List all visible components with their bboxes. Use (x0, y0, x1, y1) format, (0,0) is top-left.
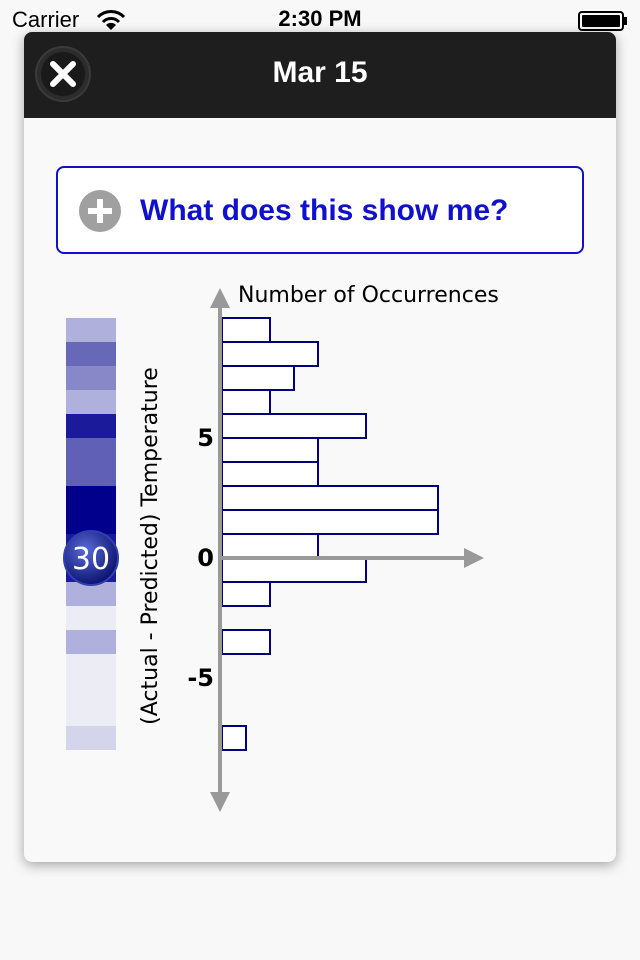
carrier-label: Carrier (12, 7, 80, 32)
color-strip-cell-5 (66, 438, 116, 462)
x-axis-label: Number of Occurrences (238, 283, 499, 308)
marker-circle[interactable] (63, 530, 119, 586)
color-strip-cell-7 (66, 486, 116, 510)
temperature-error-histogram: 5 0 -5 Number of Occurrences (Actual - Pre… (63, 283, 499, 812)
color-strip-cell-1 (66, 342, 116, 366)
histogram-bars (221, 317, 439, 751)
modal-header: Mar 15 (24, 32, 616, 118)
marker-label: 30 (72, 542, 110, 577)
y-tick-label-1: 0 (197, 544, 214, 572)
histogram-bar-8 (221, 509, 439, 535)
color-strip-cell-15 (66, 678, 116, 702)
battery-icon (578, 11, 627, 31)
histogram-bar-13 (221, 629, 271, 655)
color-strip-cell-12 (66, 606, 116, 630)
what-does-this-show-button[interactable]: What does this show me? (56, 166, 584, 254)
histogram-bar-4 (221, 413, 367, 439)
histogram-bar-6 (221, 461, 319, 487)
wifi-icon (96, 10, 126, 30)
histogram-bar-11 (221, 581, 271, 607)
x-axis-arrow (464, 548, 484, 568)
color-strip-cell-14 (66, 654, 116, 678)
histogram-bar-0 (221, 317, 271, 343)
plus-circle-icon (79, 190, 121, 232)
y-tick-label-2: -5 (187, 664, 214, 692)
color-strip-cell-6 (66, 462, 116, 486)
close-button[interactable] (35, 46, 91, 102)
histogram-bar-5 (221, 437, 319, 463)
y-tick-label-0: 5 (197, 424, 214, 452)
y-tick-labels: 5 0 -5 (187, 424, 214, 692)
y-axis-arrow-top (210, 288, 230, 308)
current-day-marker[interactable]: 30 (63, 530, 119, 586)
day-detail-modal: Mar 15 What does this show me? 5 0 -5 Numb… (24, 32, 616, 862)
histogram-bar-3 (221, 389, 271, 415)
help-label: What does this show me? (140, 194, 509, 227)
histogram-bar-17 (221, 725, 247, 751)
color-strip-cell-2 (66, 366, 116, 390)
color-strip-cell-0 (66, 318, 116, 342)
color-strip-cell-3 (66, 390, 116, 414)
close-icon (41, 52, 85, 96)
modal-title: Mar 15 (272, 56, 368, 89)
y-axis-label: (Actual - Predicted) Temperature (138, 367, 163, 725)
histogram-bar-9 (221, 533, 319, 559)
color-strip-cell-4 (66, 414, 116, 438)
color-strip-cell-16 (66, 702, 116, 726)
color-strip-cell-17 (66, 726, 116, 750)
histogram-bar-10 (221, 557, 367, 583)
histogram-bar-1 (221, 341, 319, 367)
y-axis-arrow-bottom (210, 792, 230, 812)
histogram-bar-7 (221, 485, 439, 511)
clock: 2:30 PM (278, 6, 362, 31)
histogram-bar-2 (221, 365, 295, 391)
chart-axes (210, 288, 484, 812)
color-strip-cell-13 (66, 630, 116, 654)
